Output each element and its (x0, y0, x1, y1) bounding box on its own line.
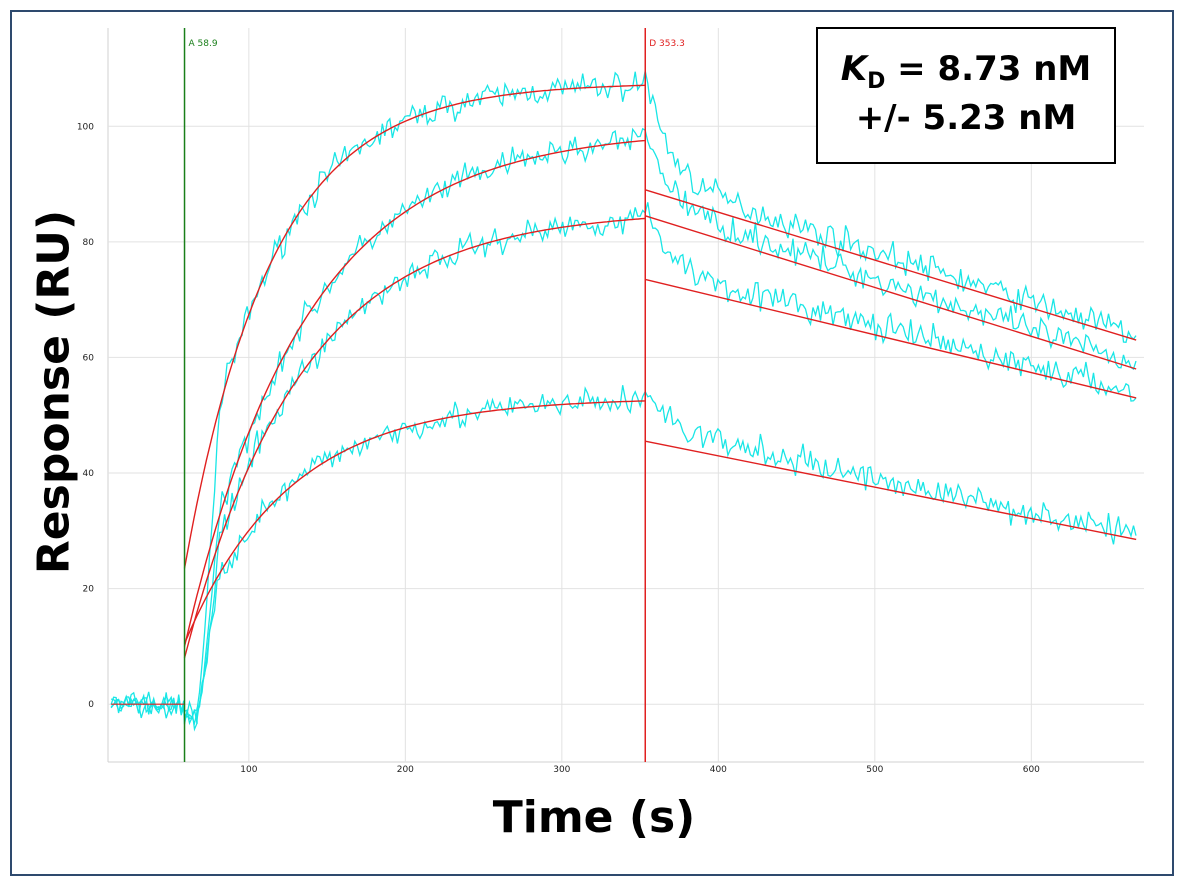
x-tick-label: 400 (710, 765, 727, 775)
data-curves (110, 70, 1137, 732)
data-trace-2 (110, 127, 1137, 726)
x-tick-label: 100 (240, 765, 257, 775)
y-tick-label: 80 (83, 238, 95, 248)
kd-error: +/- 5.23 nM (855, 98, 1077, 138)
x-tick-label: 500 (866, 765, 883, 775)
fit-association-1 (183, 84, 646, 569)
kd-annotation-box: KD = 8.73 nM +/- 5.23 nM (816, 27, 1116, 164)
fit-association-4 (183, 400, 646, 644)
fit-dissociation-4 (645, 440, 1137, 541)
y-tick-label: 40 (83, 469, 95, 479)
fit-association-2 (183, 139, 646, 647)
kd-symbol: K (840, 49, 868, 89)
y-tick-label: 20 (83, 585, 95, 595)
y-axis-label: Response (RU) (28, 209, 80, 575)
x-tick-label: 200 (397, 765, 414, 775)
marker-label-1: A 58.9 (189, 39, 218, 49)
fit-curves (111, 84, 1137, 705)
data-trace-3 (110, 202, 1137, 726)
fit-dissociation-3 (645, 278, 1137, 399)
data-trace-4 (110, 385, 1137, 725)
y-tick-label: 0 (88, 700, 94, 710)
fit-dissociation-1 (645, 189, 1137, 341)
fit-dissociation-2 (645, 215, 1137, 370)
y-tick-label: 100 (77, 122, 94, 132)
kd-value: = 8.73 nM (885, 49, 1092, 89)
marker-label-2: D 353.3 (649, 39, 685, 49)
fit-association-3 (183, 217, 646, 659)
x-tick-label: 300 (553, 765, 570, 775)
phase-markers: A 58.9 D 353.3 (183, 28, 685, 762)
kd-subscript: D (867, 69, 886, 94)
kd-value-line: KD = 8.73 nM (818, 47, 1114, 96)
x-axis-label: Time (s) (492, 792, 696, 843)
x-tick-label: 600 (1023, 765, 1040, 775)
y-tick-label: 60 (83, 353, 95, 363)
tick-labels: 100 200 300 400 500 600 0 20 40 60 80 100 (77, 122, 1040, 775)
